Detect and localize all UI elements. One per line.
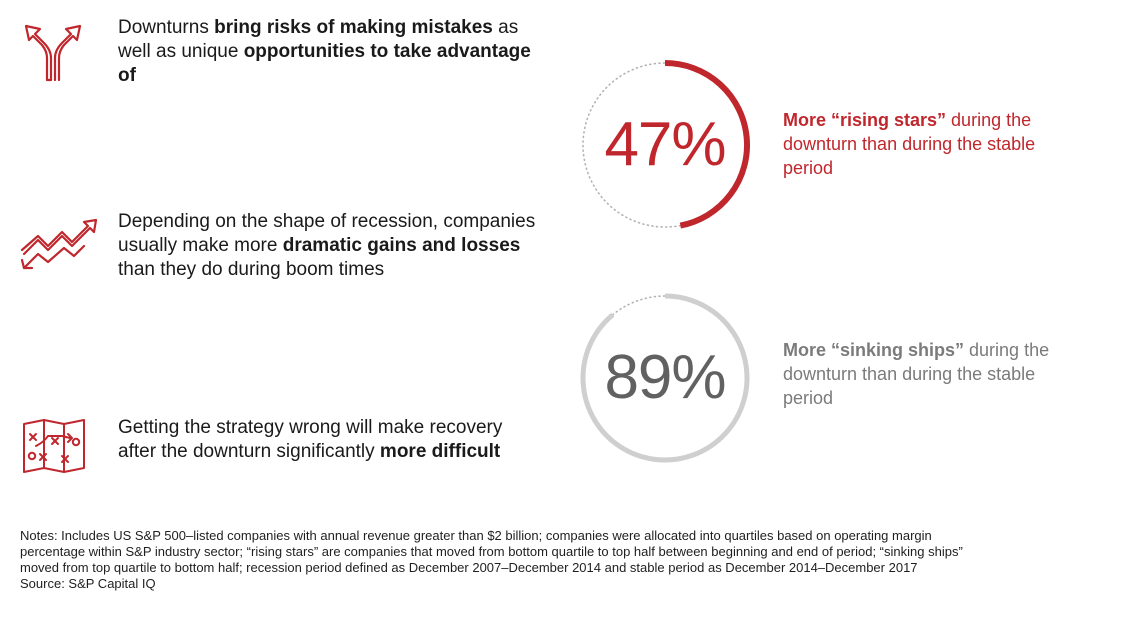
ring-value-label: 47%: [604, 110, 726, 179]
emphasis-text: more difficult: [379, 441, 501, 462]
emphasis-text: opportunities to take advantage of: [118, 41, 531, 86]
ring-value-arc: [664, 60, 750, 229]
diverging-arrows-icon: [18, 16, 98, 86]
ring-value-arc: [580, 293, 750, 463]
sinking-ships-ring-chart: 89%: [575, 288, 755, 468]
ring-remainder-arc: [611, 295, 666, 316]
body-text: during the downturn than during the stab…: [783, 340, 1050, 408]
key-point-gains-losses: Depending on the shape of recession, com…: [18, 210, 538, 310]
key-point-text: Getting the strategy wrong will make rec…: [118, 416, 538, 464]
key-point-strategy: Getting the strategy wrong will make rec…: [18, 416, 538, 516]
ring-chart-svg: [582, 60, 750, 229]
rising-stars-caption: More “rising stars” during the downturn …: [783, 108, 1083, 180]
footnotes: Notes: Includes US S&P 500–listed compan…: [20, 528, 1110, 592]
ring-chart-svg: [580, 293, 750, 463]
emphasis-text: bring risks of making mistakes: [214, 17, 493, 38]
source-line: Source: S&P Capital IQ: [20, 576, 156, 591]
key-point-text: Downturns bring risks of making mistakes…: [118, 16, 538, 88]
emphasis-text: dramatic gains and losses: [282, 235, 521, 256]
body-text: Depending on the shape of recession, com…: [118, 211, 536, 256]
key-point-risks: Downturns bring risks of making mistakes…: [18, 16, 538, 116]
body-text: as well as unique: [118, 17, 519, 62]
rising-stars-ring-chart: 47%: [575, 55, 755, 235]
sinking-ships-caption: More “sinking ships” during the downturn…: [783, 338, 1083, 410]
body-text: during the downturn than during the stab…: [783, 110, 1036, 178]
zigzag-arrows-icon: [18, 210, 98, 280]
ring-value-label: 89%: [604, 343, 726, 412]
body-text: Getting the strategy wrong will make rec…: [118, 417, 503, 462]
key-point-text: Depending on the shape of recession, com…: [118, 210, 538, 282]
emphasis-text: More “sinking ships”: [783, 340, 965, 360]
body-text: Downturns: [118, 17, 215, 38]
emphasis-text: More “rising stars”: [783, 110, 947, 130]
body-text: than they do during boom times: [118, 259, 385, 280]
footnote-line: moved from top quartile to bottom half; …: [20, 560, 918, 575]
footnote-line: percentage within S&P industry sector; “…: [20, 544, 963, 559]
strategy-map-icon: [18, 416, 98, 486]
footnote-line: Notes: Includes US S&P 500–listed compan…: [20, 528, 932, 543]
